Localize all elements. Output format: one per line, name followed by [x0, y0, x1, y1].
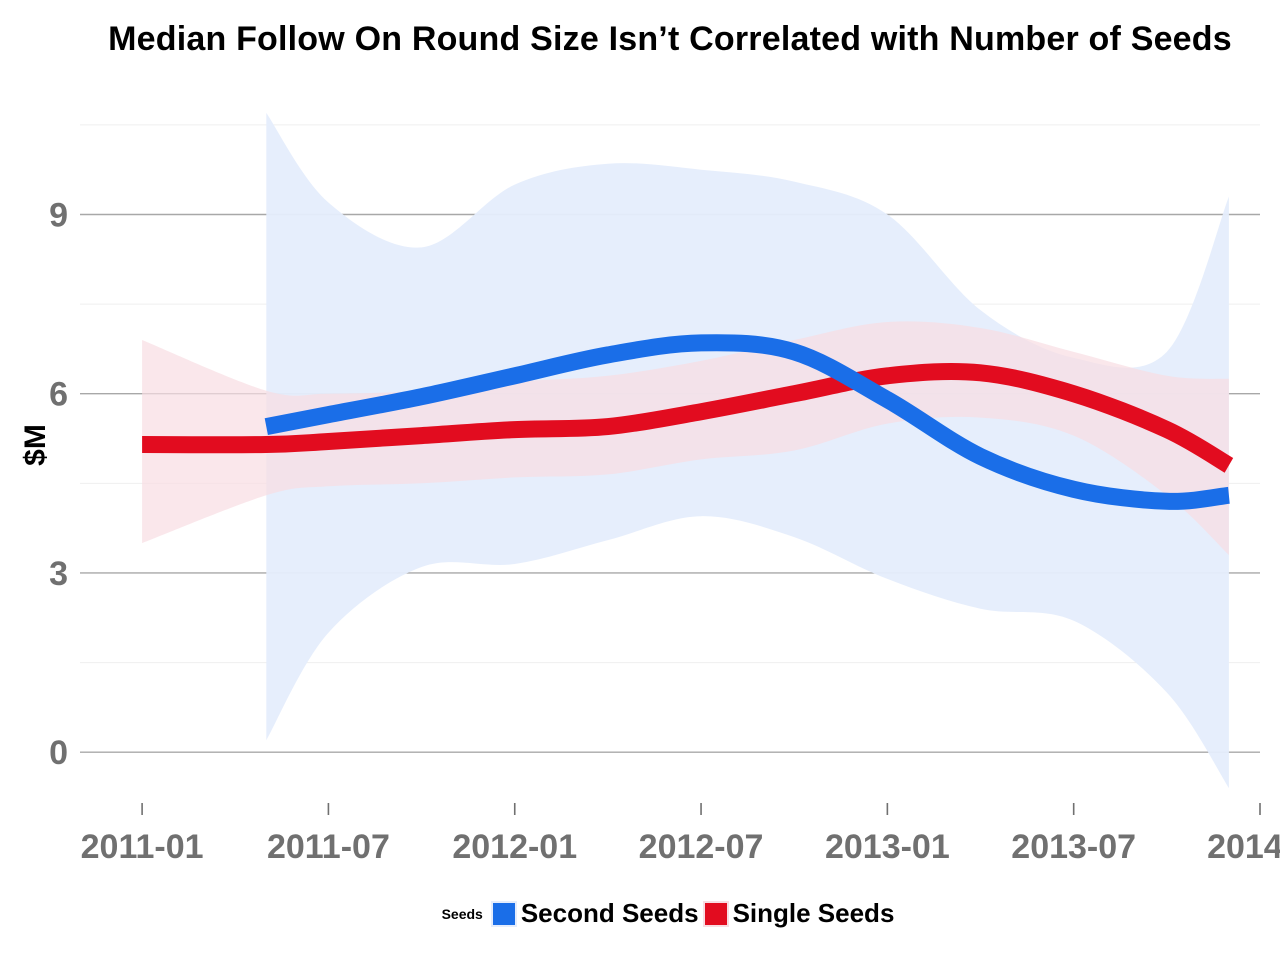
y-axis-title: $M — [19, 424, 52, 466]
y-tick-label: 9 — [49, 196, 68, 234]
x-tick-label: 2014-0 — [1207, 828, 1280, 866]
series-lines — [142, 334, 1234, 510]
y-tick-label: 3 — [49, 555, 68, 593]
chart-title: Median Follow On Round Size Isn’t Correl… — [108, 20, 1232, 58]
x-tick-label: 2011-07 — [267, 828, 390, 866]
legend-item-second-seeds: Second Seeds — [490, 898, 699, 929]
x-tick-label: 2013-01 — [825, 828, 950, 866]
x-axis-ticks: 2011-01 2011-07 2012-01 2012-07 2013-01 2013-… — [81, 803, 1280, 866]
x-tick-label: 2012-01 — [452, 828, 577, 866]
y-tick-label: 6 — [49, 376, 68, 414]
legend-title: Seeds — [441, 905, 483, 922]
legend-key-single-seeds — [702, 900, 729, 927]
legend-item-single-seeds: Single Seeds — [702, 898, 895, 929]
series-line-single-seeds — [142, 362, 1234, 473]
y-tick-label: 0 — [49, 734, 68, 772]
legend-key-second-seeds — [490, 900, 517, 927]
legend-label-second-seeds: Second Seeds — [520, 898, 699, 928]
series-line-second-seeds — [264, 334, 1230, 510]
x-tick-label: 2011-01 — [81, 828, 204, 866]
x-tick-label: 2013-07 — [1011, 828, 1136, 866]
legend-label-single-seeds: Single Seeds — [732, 898, 895, 928]
x-tick-label: 2012-07 — [639, 828, 764, 866]
legend: Seeds Second Seeds Single Seeds — [0, 898, 1280, 929]
y-axis-ticks: 0 3 6 9 — [49, 196, 68, 772]
